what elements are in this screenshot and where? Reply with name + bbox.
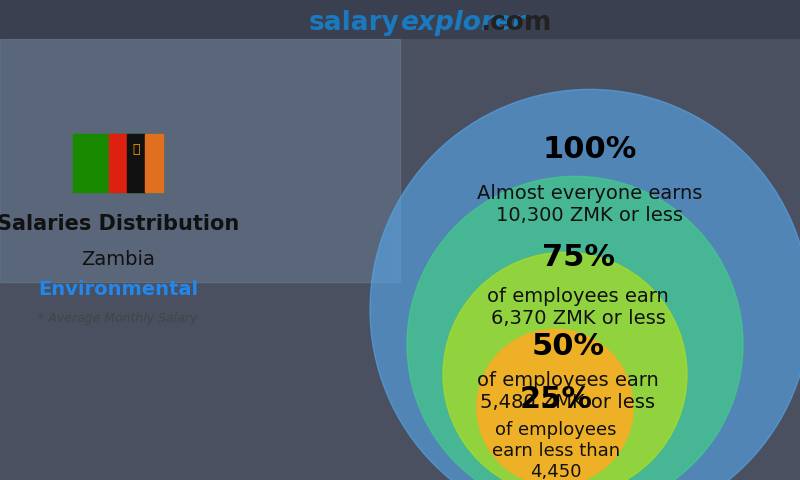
Text: 100%: 100% — [543, 135, 637, 164]
Text: of employees earn
5,480 ZMK or less: of employees earn 5,480 ZMK or less — [477, 372, 659, 412]
Text: of employees
earn less than
4,450: of employees earn less than 4,450 — [492, 421, 620, 480]
Text: Salaries Distribution: Salaries Distribution — [0, 215, 239, 234]
Text: 75%: 75% — [542, 243, 614, 272]
Text: Almost everyone earns
10,300 ZMK or less: Almost everyone earns 10,300 ZMK or less — [478, 184, 702, 225]
Text: Zambia: Zambia — [81, 251, 155, 269]
FancyBboxPatch shape — [0, 39, 800, 480]
Bar — [109, 134, 127, 192]
Text: salary: salary — [309, 10, 400, 36]
Text: * Average Monthly Salary: * Average Monthly Salary — [38, 312, 198, 325]
Text: 25%: 25% — [519, 385, 593, 414]
Circle shape — [407, 176, 743, 480]
Bar — [127, 134, 145, 192]
Text: explorer: explorer — [400, 10, 525, 36]
Circle shape — [477, 329, 633, 480]
Text: 🦅: 🦅 — [132, 143, 140, 156]
Text: Environmental: Environmental — [38, 280, 198, 300]
Circle shape — [443, 252, 687, 480]
Bar — [145, 134, 163, 192]
Bar — [73, 134, 163, 192]
Circle shape — [370, 89, 800, 480]
Text: .com: .com — [480, 10, 551, 36]
Text: 50%: 50% — [531, 332, 605, 361]
Text: of employees earn
6,370 ZMK or less: of employees earn 6,370 ZMK or less — [487, 288, 669, 328]
FancyBboxPatch shape — [0, 39, 400, 282]
